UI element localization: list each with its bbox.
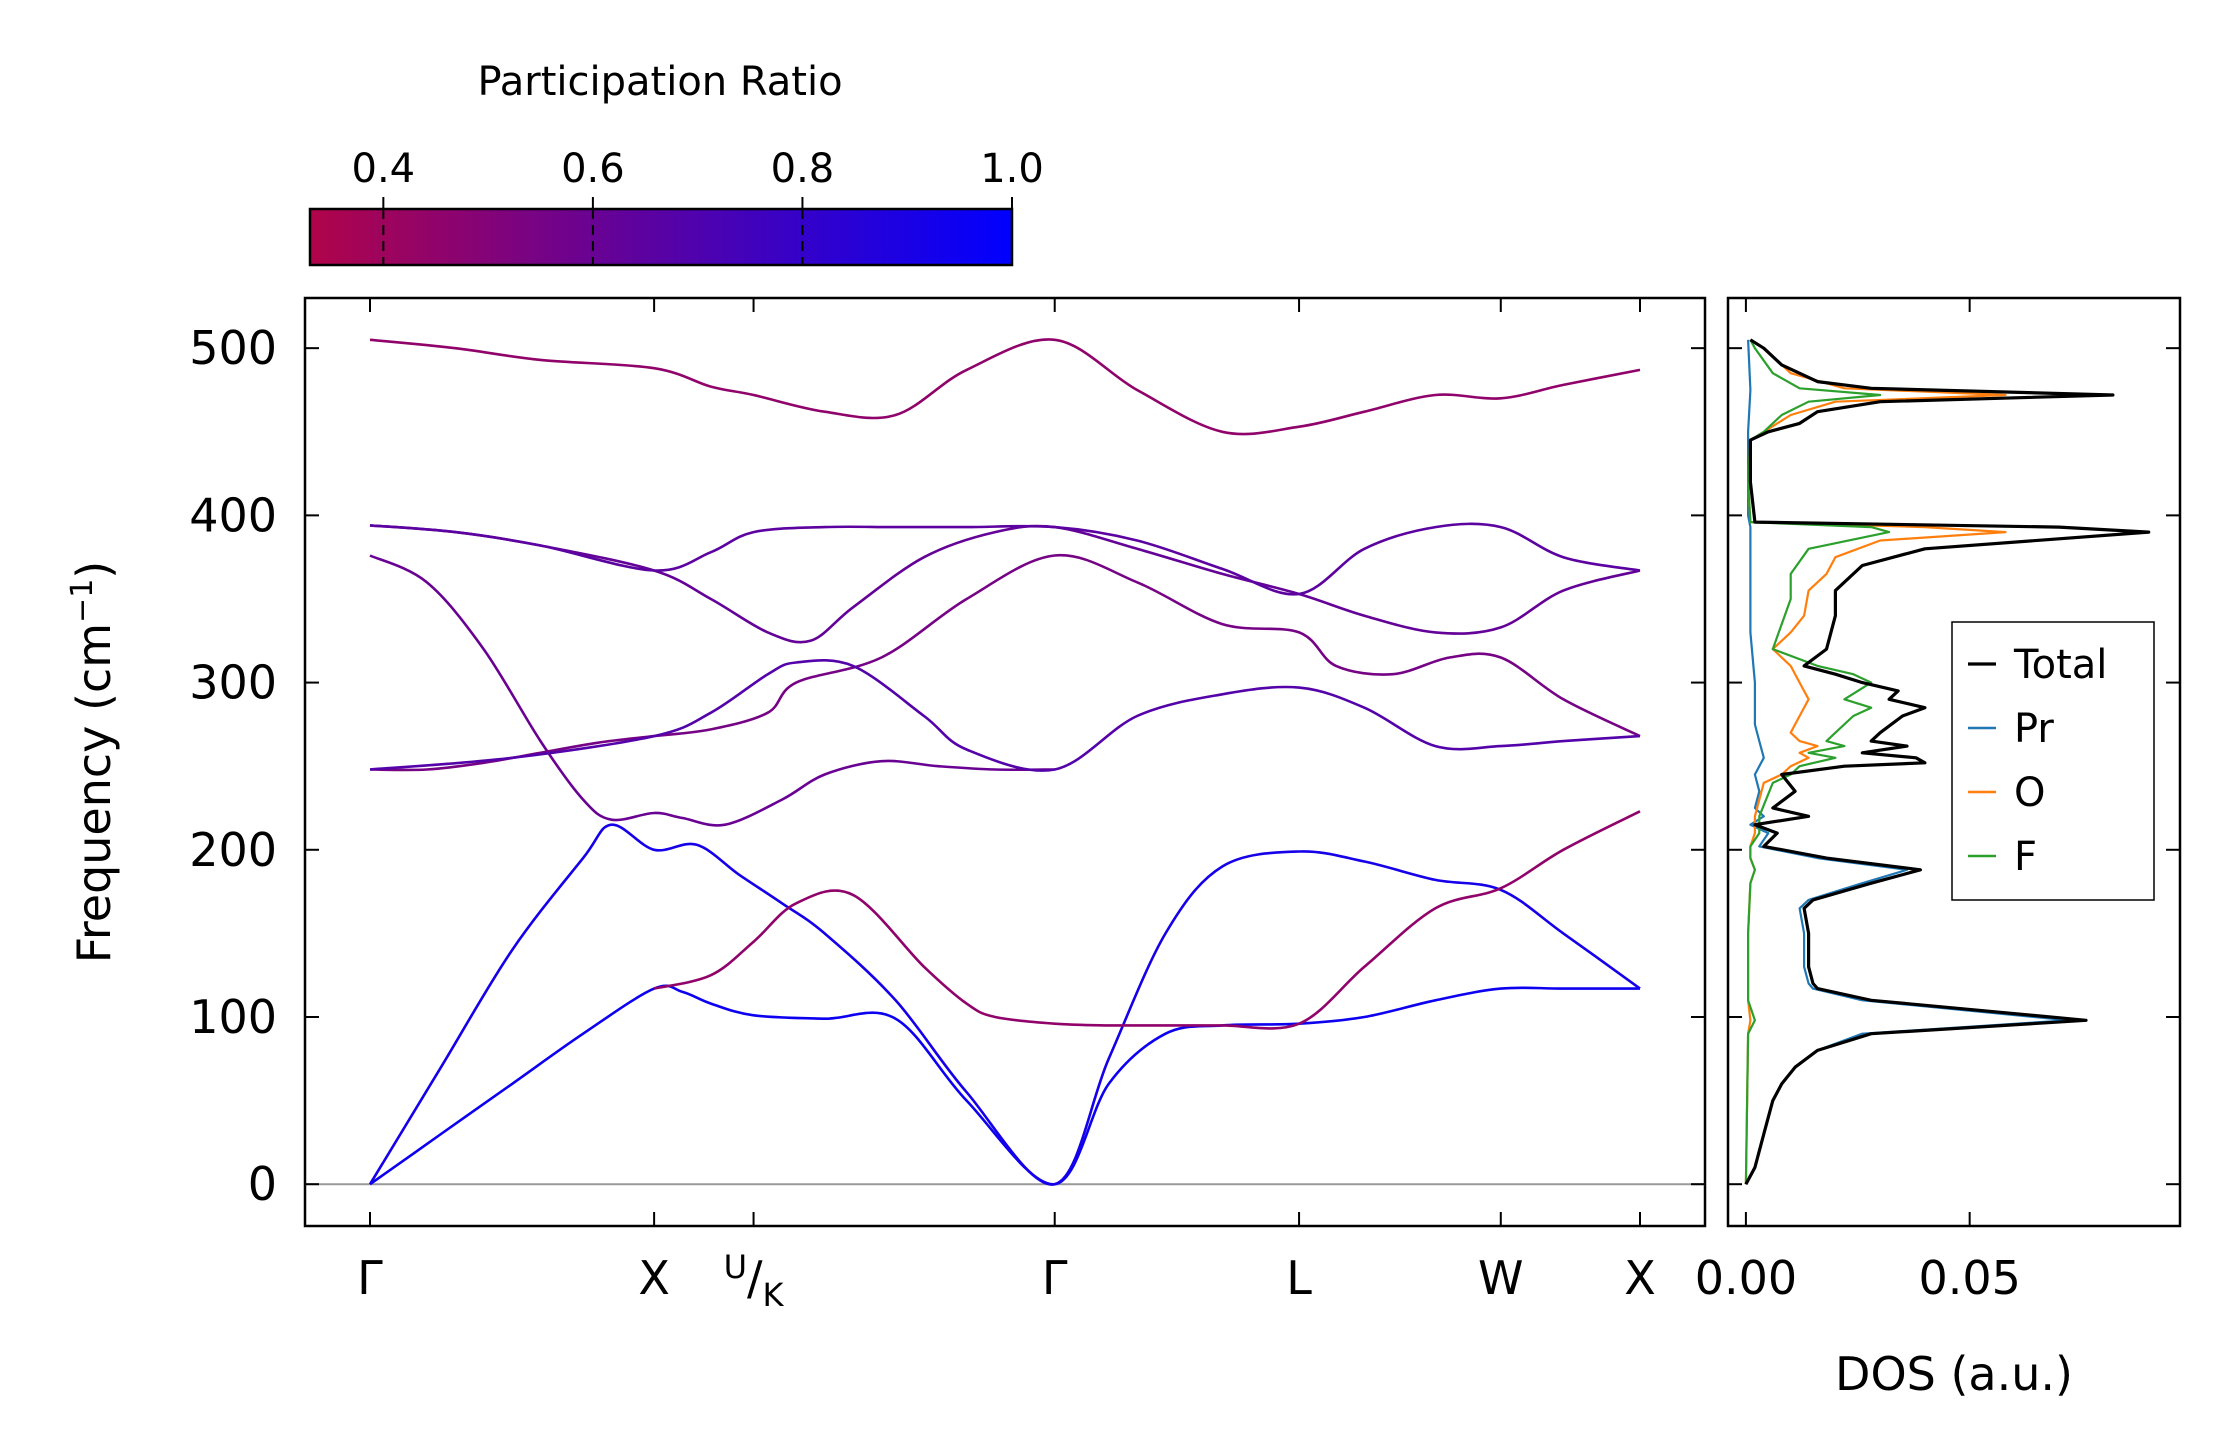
colorbar-gradient bbox=[308, 207, 1014, 267]
ylabel-close: ) bbox=[67, 561, 121, 579]
dos-x-ticks: 0.00 0.05 bbox=[1695, 298, 2021, 1305]
k-tick-label: X bbox=[1624, 1251, 1656, 1305]
ylabel-main: Frequency (cm bbox=[67, 623, 121, 963]
dos-legend: Total Pr OF bbox=[1951, 621, 2155, 901]
dos-x-tick-label: 0.00 bbox=[1695, 1251, 1797, 1305]
legend-label-o: O bbox=[2014, 770, 2045, 816]
k-tick-label: W bbox=[1478, 1251, 1523, 1305]
y-tick-label: 0 bbox=[248, 1157, 277, 1211]
legend-label-pr: Pr bbox=[2014, 706, 2054, 752]
colorbar-tick-label: 1.0 bbox=[980, 146, 1044, 192]
band-lines bbox=[368, 338, 1641, 1186]
k-tick-label-uk: U/K bbox=[724, 1248, 785, 1314]
phonon-band-9 bbox=[369, 338, 1641, 436]
dos-panel: 0.00 0.05 DOS (a.u.) Total Pr OF bbox=[1695, 296, 2182, 1401]
colorbar-title: Participation Ratio bbox=[477, 59, 842, 105]
legend-items: Total Pr OF bbox=[1968, 642, 2107, 880]
k-tick-label: Γ bbox=[357, 1251, 383, 1305]
phonon-band-6 bbox=[369, 659, 1641, 772]
phonon-band-8 bbox=[369, 522, 1641, 596]
k-tick-label: X bbox=[638, 1251, 670, 1305]
colorbar-ticks: 0.4 0.6 0.8 1.0 bbox=[352, 146, 1044, 265]
phonon-band-5 bbox=[369, 553, 1641, 772]
k-tick-label: L bbox=[1286, 1251, 1312, 1305]
ylabel-exponent: −1 bbox=[65, 579, 100, 623]
band-y-ticks: 0 100 200 300 400 500 bbox=[189, 321, 1705, 1211]
y-tick-label: 400 bbox=[189, 488, 277, 542]
legend-label-f: F bbox=[2014, 834, 2037, 880]
y-tick-label: 100 bbox=[189, 990, 277, 1044]
k-tick-label: Γ bbox=[1042, 1251, 1068, 1305]
phonon-band-3 bbox=[369, 554, 1055, 827]
dos-lines bbox=[1744, 338, 2151, 1185]
legend-box bbox=[1951, 621, 2155, 901]
dos-axes-frame bbox=[1726, 296, 2182, 1228]
y-tick-label: 300 bbox=[189, 656, 277, 710]
colorbar-tick-label: 0.6 bbox=[561, 146, 625, 192]
colorbar-tick-label: 0.4 bbox=[352, 146, 416, 192]
colorbar-tick-label: 0.8 bbox=[771, 146, 835, 192]
band-axes-frame bbox=[303, 296, 1707, 1228]
dos-x-axis-label: DOS (a.u.) bbox=[1835, 1347, 2073, 1401]
k-label-u: U bbox=[724, 1248, 747, 1286]
phonon-band-4 bbox=[653, 810, 1641, 1030]
phonon-band-7 bbox=[369, 524, 1641, 644]
phonon-band-1 bbox=[369, 984, 1640, 1186]
band-y-axis-label: Frequency (cm−1) bbox=[65, 561, 121, 964]
y-tick-label: 500 bbox=[189, 321, 277, 375]
y-tick-label: 200 bbox=[189, 823, 277, 877]
phonon-band-2 bbox=[368, 823, 1641, 1186]
colorbar: Participation Ratio 0.4 0.6 0.8 1.0 bbox=[308, 59, 1044, 267]
dos-line-total bbox=[1744, 338, 2151, 1185]
k-label-k: K bbox=[763, 1276, 785, 1314]
legend-label-total: Total bbox=[2013, 642, 2107, 688]
dos-y-ticks bbox=[1728, 347, 2180, 1186]
dos-x-tick-label: 0.05 bbox=[1918, 1251, 2020, 1305]
k-label-slash: / bbox=[747, 1251, 763, 1305]
band-x-ticks: Γ X U/K Γ L W X bbox=[357, 298, 1656, 1314]
dos-line-f bbox=[1744, 339, 1891, 1185]
band-structure-panel: 0 100 200 300 400 500 Γ X U/K Γ L W X Frequency (cm… bbox=[65, 296, 1707, 1314]
